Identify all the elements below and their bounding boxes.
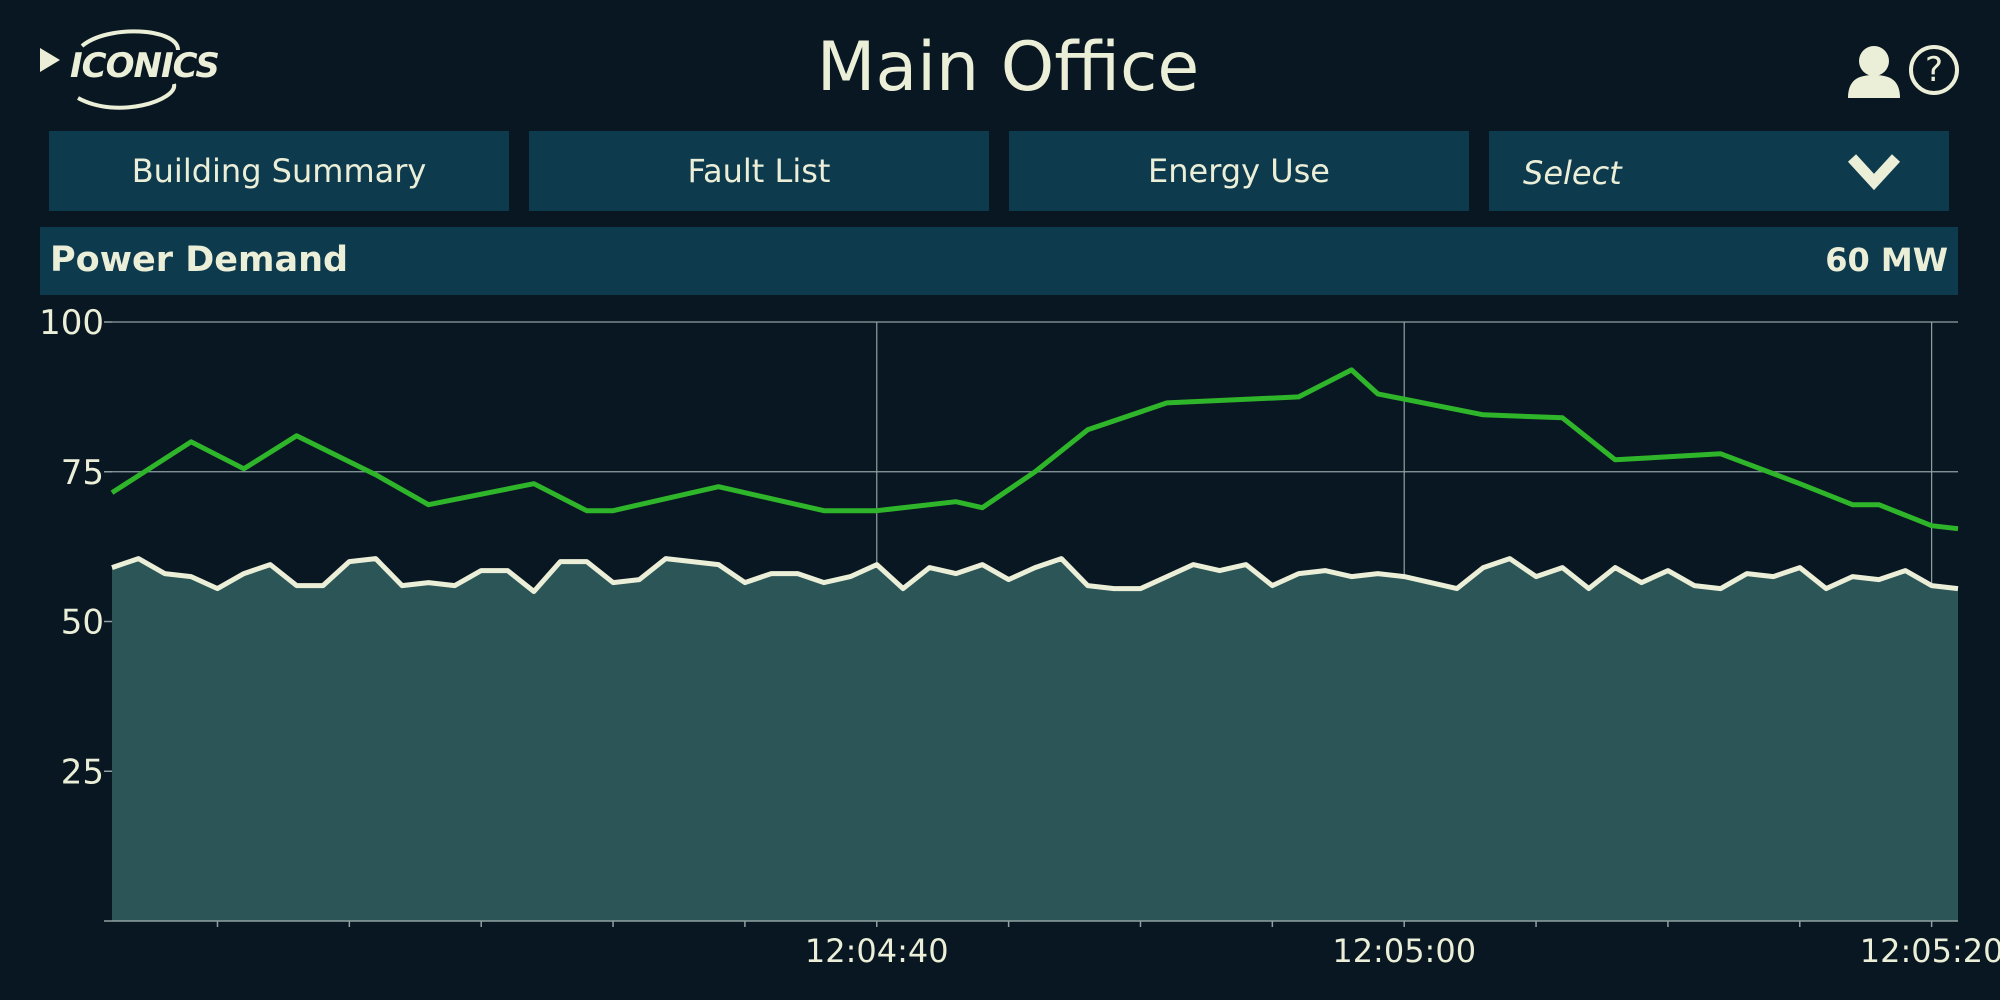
logo-text: ICONICS (70, 46, 220, 86)
chart-series (110, 367, 1959, 921)
iconics-logo: ICONICS (38, 28, 220, 114)
x-tick-label: 12:04:40 (805, 932, 949, 970)
user-icon[interactable] (1846, 44, 1902, 100)
play-icon (40, 29, 180, 110)
series-1-line (110, 367, 1959, 532)
chart-axes: 12:04:40 12:05:00 12:05:20 100 75 50 25 (39, 303, 2000, 970)
page-title: Main Office (816, 28, 1200, 107)
chevron-down-icon (1847, 154, 1901, 191)
power-demand-header: Power Demand 60 MW (40, 227, 1958, 295)
y-tick-label: 25 (61, 752, 104, 792)
series-2-area (112, 558, 1958, 921)
building-summary-button[interactable]: Building Summary (49, 131, 509, 211)
power-demand-label: Power Demand (50, 240, 349, 280)
y-tick-label: 100 (39, 303, 104, 343)
series-2-line (111, 556, 1959, 594)
help-icon[interactable]: ? (1909, 45, 1959, 95)
x-tick-label: 12:05:00 (1332, 932, 1476, 970)
power-demand-value: 60 MW (1825, 241, 1948, 279)
select-value: Select (1523, 154, 1622, 192)
y-tick-label: 50 (61, 603, 104, 643)
y-tick-label: 75 (61, 453, 104, 493)
fault-list-button[interactable]: Fault List (529, 131, 989, 211)
x-tick-label: 12:05:20 (1860, 932, 2000, 970)
view-select[interactable]: Select (1489, 131, 1949, 211)
energy-use-button[interactable]: Energy Use (1009, 131, 1469, 211)
